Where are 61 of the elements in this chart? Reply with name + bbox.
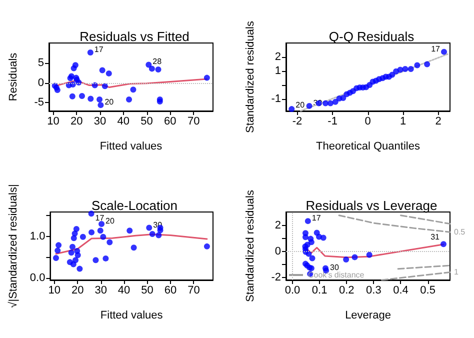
annotation: 28 xyxy=(152,57,162,66)
x-tick-label: 40 xyxy=(118,284,130,296)
x-tick-label: 60 xyxy=(164,284,177,296)
y-tick-label: 0.0 xyxy=(30,272,46,284)
x-tick-label: 30 xyxy=(94,284,107,296)
x-tick-label: 30 xyxy=(94,116,106,128)
annotation: 20 xyxy=(104,98,114,107)
y-tick-label: -5 xyxy=(34,96,44,109)
annotation: 30 xyxy=(153,220,163,230)
annotation: 17 xyxy=(312,214,322,223)
x-tick-label: -1 xyxy=(328,116,338,128)
x-tick-label: 2 xyxy=(435,116,442,128)
y-axis-title: Residuals xyxy=(8,52,20,102)
annotation: 30 xyxy=(330,263,340,272)
x-tick-label: 20 xyxy=(71,284,84,296)
y-tick-label: -1 xyxy=(271,92,281,105)
x-tick-label: 40 xyxy=(117,116,130,128)
annotation: 20 xyxy=(106,216,115,226)
x-tick-label: 0.3 xyxy=(366,284,382,296)
y-axis-title: Standardized residuals xyxy=(244,190,256,302)
x-axis-title: Fitted values xyxy=(100,310,164,322)
x-tick-label: 1 xyxy=(400,116,406,128)
y-axis-title: Standardized residuals xyxy=(244,20,256,133)
x-tick-label: 70 xyxy=(188,284,200,296)
annotation: 17 xyxy=(95,214,105,222)
x-tick-label: -2 xyxy=(292,116,302,128)
annotation: 0.5 xyxy=(454,228,466,237)
x-tick-label: 0.5 xyxy=(420,284,436,296)
y-tick-label: 1 xyxy=(274,64,281,77)
x-tick-label: 50 xyxy=(141,284,154,296)
annotation: 20 xyxy=(296,100,306,110)
x-axis-title: Leverage xyxy=(345,310,391,322)
x-tick-label: 70 xyxy=(187,116,200,128)
y-tick-label: 2 xyxy=(274,220,281,232)
x-tick-label: 50 xyxy=(140,116,153,128)
annotation: 1 xyxy=(454,268,459,277)
y-tick-label: 2 xyxy=(274,50,281,63)
y-tick-label: 1.0 xyxy=(30,230,46,242)
x-tick-label: 20 xyxy=(70,116,83,128)
x-tick-label: 0.4 xyxy=(393,284,408,296)
y-tick-label: -2 xyxy=(271,271,281,284)
annotation: 17 xyxy=(94,44,104,54)
chart-title: Residuals vs Leverage xyxy=(306,198,438,213)
x-tick-label: 0.0 xyxy=(284,284,300,296)
x-tick-label: 10 xyxy=(47,116,60,128)
x-tick-label: 60 xyxy=(164,116,176,128)
annotation: 17 xyxy=(431,44,441,54)
x-tick-label: 10 xyxy=(48,284,60,296)
y-axis-title: √|Standardized residuals| xyxy=(8,184,20,308)
chart-title: Scale-Location xyxy=(92,198,178,213)
chart-title: Residuals vs Fitted xyxy=(80,29,190,44)
legend-label: Cook's distance xyxy=(308,270,365,280)
x-axis-title: Fitted values xyxy=(100,140,163,152)
x-tick-label: 0 xyxy=(364,116,371,128)
x-axis-title: Theoretical Quantiles xyxy=(316,140,420,152)
y-tick-label: 0 xyxy=(274,246,281,258)
annotation: 31 xyxy=(430,232,440,242)
x-tick-label: 0.2 xyxy=(338,284,354,296)
y-tick-label: 0 xyxy=(38,76,44,89)
y-tick-label: 5 xyxy=(38,57,44,70)
x-tick-label: 0.1 xyxy=(312,284,328,296)
